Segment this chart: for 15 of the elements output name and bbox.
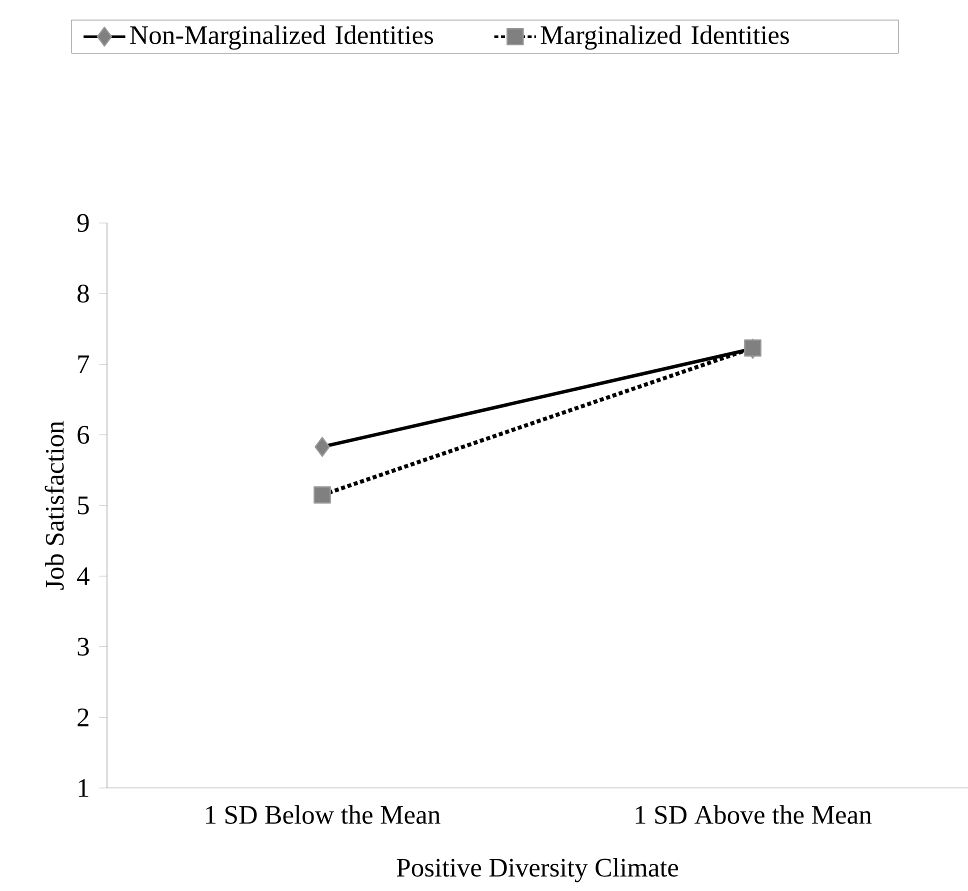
x-tick-label: 1 SD Below the Mean: [206, 805, 440, 824]
x-tick-label: 1 SD Above the Mean: [636, 805, 872, 824]
y-tick-label: 9: [77, 214, 89, 232]
y-axis-title: Job Satisfaction: [44, 421, 64, 590]
y-tick-label: 3: [78, 638, 89, 656]
y-tick-label: 6: [78, 426, 90, 444]
x-axis-title: Positive Diversity Climate: [396, 858, 678, 882]
legend-label: Marginalized Identities: [540, 25, 789, 50]
y-tick-label: 5: [78, 496, 89, 514]
y-tick-label: 7: [78, 356, 90, 373]
y-tick-label: 4: [77, 567, 90, 585]
y-tick-label: 1: [78, 779, 88, 797]
legend-label: Non-Marginalized Identities: [130, 25, 433, 50]
y-tick-label: 8: [78, 284, 89, 303]
y-tick-label: 2: [78, 708, 88, 726]
